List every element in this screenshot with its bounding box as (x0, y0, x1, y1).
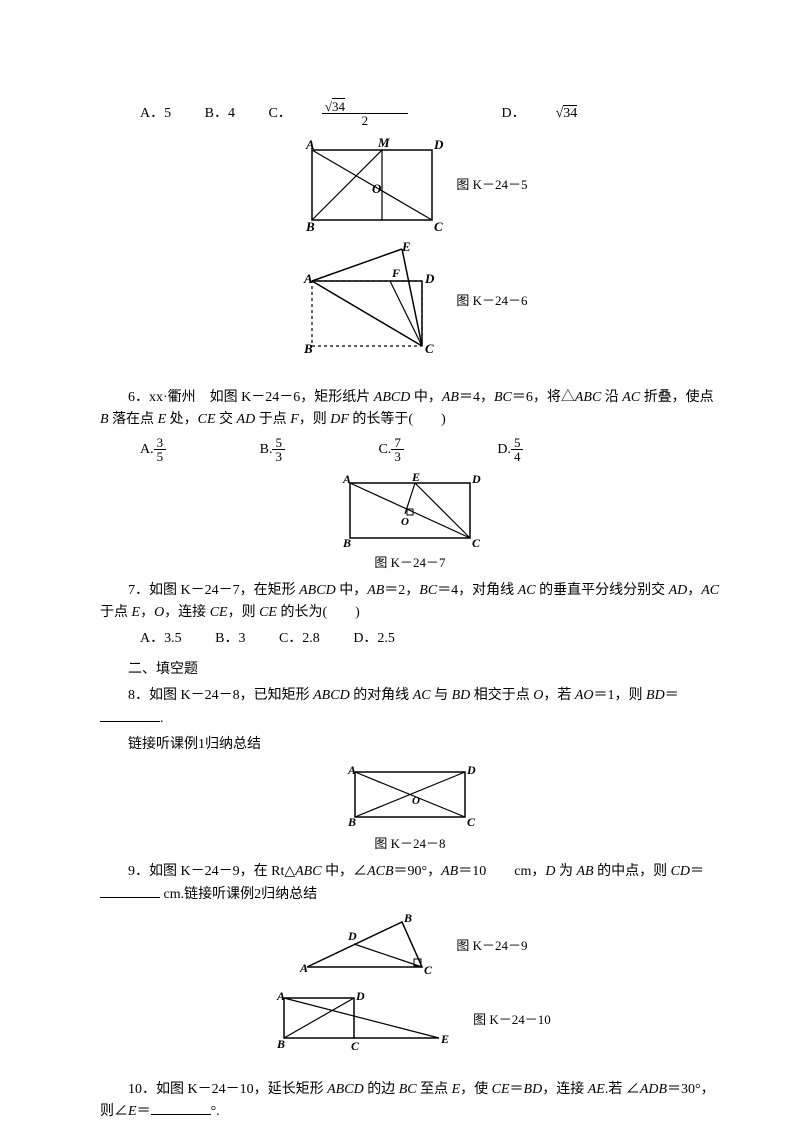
figure-8-svg: A D O B C (340, 762, 480, 832)
svg-text:A: A (305, 137, 315, 152)
q10-text: 10．如图 K－24－10，延长矩形 ABCD 的边 BC 至点 E，使 CE＝… (100, 1079, 720, 1124)
svg-text:A: A (303, 271, 313, 286)
svg-text:A: A (299, 961, 308, 975)
svg-text:D: D (471, 472, 481, 486)
figure-9: A B D C 图 K－24－9 (100, 912, 720, 982)
fig8-caption: 图 K－24－8 (100, 834, 720, 855)
opt-b: B．4 (205, 106, 235, 121)
svg-text:B: B (305, 219, 315, 234)
svg-text:B: B (276, 1037, 285, 1051)
figure-5-svg: A M D O B C (292, 135, 452, 235)
svg-text:D: D (466, 763, 476, 777)
svg-text:O: O (412, 795, 420, 807)
blank-10 (151, 1101, 211, 1115)
svg-text:M: M (377, 135, 390, 150)
opt-d: D．2.5 (353, 631, 395, 646)
q8-text: 8．如图 K－24－8，已知矩形 ABCD 的对角线 AC 与 BD 相交于点 … (100, 685, 720, 730)
figure-10-svg: A D B C E (269, 988, 469, 1053)
svg-text:A: A (347, 763, 356, 777)
fig7-caption: 图 K－24－7 (100, 553, 720, 574)
svg-text:D: D (424, 271, 435, 286)
opt-c: C．2.8 (279, 631, 320, 646)
opt-a: A．3.5 (140, 631, 182, 646)
svg-text:B: B (303, 341, 313, 356)
opt-b: B．3 (215, 631, 245, 646)
figure-8: A D O B C 图 K－24－8 (100, 762, 720, 855)
figure-7-svg: A E D O B C (335, 471, 485, 551)
blank-8 (100, 708, 160, 722)
opt-c: C．√342 (268, 106, 467, 121)
svg-text:B: B (347, 815, 356, 829)
section-2: 二、填空题 (100, 659, 720, 681)
opt-a: A.35 (140, 442, 226, 457)
figure-6-svg: A E F D B C (292, 241, 452, 361)
svg-text:C: C (425, 341, 434, 356)
svg-text:C: C (472, 536, 481, 550)
q7-text: 7．如图 K－24－7，在矩形 ABCD 中，AB＝2，BC＝4，对角线 AC … (100, 580, 720, 625)
svg-text:E: E (401, 241, 411, 254)
svg-text:A: A (342, 472, 351, 486)
svg-text:C: C (424, 963, 433, 977)
figure-7: A E D O B C 图 K－24－7 (100, 471, 720, 574)
opt-c: C.73 (378, 442, 463, 457)
svg-text:A: A (276, 989, 285, 1003)
svg-text:D: D (433, 137, 444, 152)
svg-text:E: E (440, 1032, 449, 1046)
svg-text:F: F (391, 266, 400, 280)
q6-options: A.35 B.53 C.73 D.54 (140, 436, 720, 463)
opt-d: D．√34 (501, 106, 637, 121)
q5-options: A．5 B．4 C．√342 D．√34 (140, 100, 720, 127)
q7-options: A．3.5 B．3 C．2.8 D．2.5 (140, 628, 720, 650)
svg-text:D: D (355, 989, 365, 1003)
svg-text:O: O (372, 181, 382, 196)
svg-text:B: B (403, 912, 412, 925)
q6-text: 6．xx·衢州 如图 K－24－6，矩形纸片 ABCD 中，AB＝4，BC＝6，… (100, 387, 720, 432)
svg-text:B: B (342, 536, 351, 550)
svg-text:E: E (411, 471, 420, 484)
svg-text:C: C (467, 815, 476, 829)
opt-b: B.53 (260, 442, 345, 457)
svg-text:C: C (434, 219, 443, 234)
opt-d: D.54 (497, 442, 583, 457)
svg-text:O: O (401, 516, 409, 528)
figure-6: A E F D B C 图 K－24－6 (100, 241, 720, 361)
fig5-caption: 图 K－24－5 (456, 175, 527, 196)
figure-5: A M D O B C 图 K－24－5 (100, 135, 720, 235)
q9-text: 9．如图 K－24－9，在 Rt△ABC 中，∠ACB＝90°，AB＝10 cm… (100, 861, 720, 906)
fig10-caption: 图 K－24－10 (473, 1010, 551, 1031)
opt-a: A．5 (140, 106, 171, 121)
figure-9-svg: A B D C (292, 912, 452, 982)
blank-9 (100, 884, 160, 898)
figure-10: A D B C E 图 K－24－10 (100, 988, 720, 1053)
fig9-caption: 图 K－24－9 (456, 936, 527, 957)
link-1: 链接听课例1归纳总结 (100, 734, 720, 756)
svg-text:C: C (351, 1039, 360, 1053)
fig6-caption: 图 K－24－6 (456, 291, 527, 312)
svg-text:D: D (347, 929, 357, 943)
